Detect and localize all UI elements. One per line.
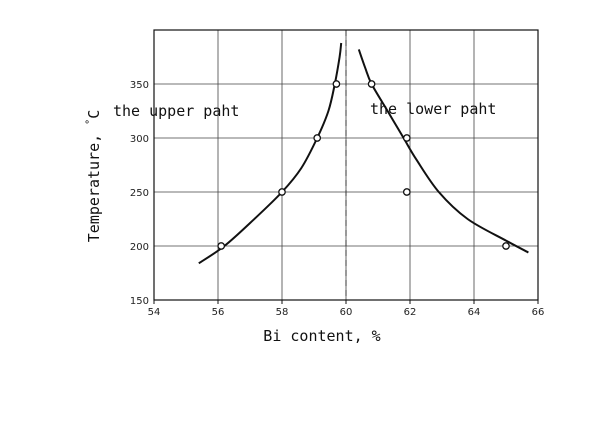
x-axis-ticks: 54 56 58 60 62 64 66 [148,300,545,318]
series-1-curve [357,49,529,254]
x-tick-label-64: 64 [468,307,481,318]
x-tick-label-62: 62 [404,307,417,318]
y-axis-unit: C [85,110,103,119]
x-tick-label-54: 54 [148,307,161,318]
y-axis-title-text: Temperature, [85,125,103,242]
series-0-point-2 [313,134,322,142]
series-1-point-0 [367,80,376,88]
y-axis-ticks: 150 200 250 300 350 [130,80,149,307]
x-tick-label-66: 66 [532,307,545,318]
y-tick-label-300: 300 [130,134,149,145]
series-1-point-2 [402,188,411,196]
y-axis-unit-degree: ° [85,119,96,125]
series-0-point-1 [278,188,286,196]
series-1-point-3 [502,242,510,250]
annotation-upper-path: the upper paht [113,102,239,120]
series-layer [198,42,529,265]
y-tick-label-150: 150 [130,296,149,307]
x-tick-label-60: 60 [340,307,353,318]
x-tick-label-56: 56 [212,307,225,318]
series-0-curve [198,42,343,265]
series-0-point-0 [217,242,226,250]
x-tick-label-58: 58 [276,307,289,318]
x-axis-title: Bi content, % [263,327,380,345]
series-1-point-1 [402,134,411,142]
annotation-lower-path: the lower paht [370,100,496,118]
y-tick-label-250: 250 [130,188,149,199]
y-tick-label-200: 200 [130,242,149,253]
series-0-point-3 [332,80,341,88]
y-tick-label-350: 350 [130,80,149,91]
y-axis-title: Temperature, °C [85,110,103,242]
